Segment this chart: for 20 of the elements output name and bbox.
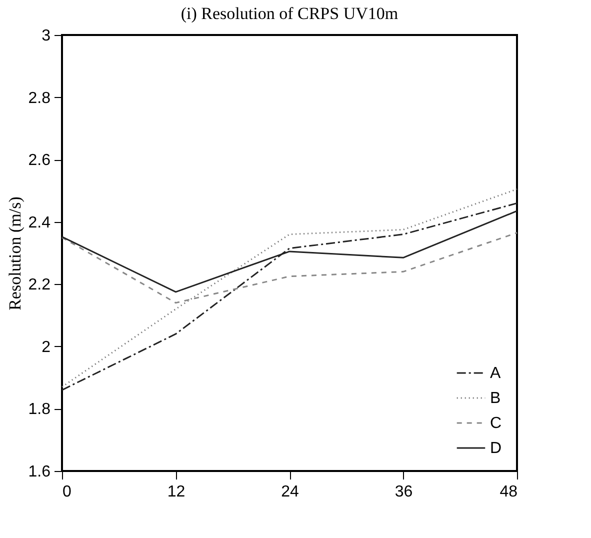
y-axis-title: Resolution (m/s) xyxy=(5,196,24,310)
y-tick-label: 2.6 xyxy=(28,152,51,170)
y-tick-label: 3 xyxy=(42,28,51,44)
legend-label: D xyxy=(490,440,502,457)
line-series xyxy=(61,232,518,304)
chart-title: (i) Resolution of CRPS UV10m xyxy=(180,4,398,23)
y-tick-label: 1.6 xyxy=(28,464,51,480)
y-tick-label: 2.4 xyxy=(28,214,51,232)
legend-label: C xyxy=(490,415,502,432)
y-tick-label: 1.8 xyxy=(28,401,51,418)
x-tick-label: 0 xyxy=(62,484,72,500)
legend-label: A xyxy=(490,365,501,382)
y-tick-label: 2 xyxy=(42,338,51,356)
x-tick-label: 48 xyxy=(500,484,518,500)
y-tick-label: 2.8 xyxy=(28,90,51,107)
legend-label: B xyxy=(490,390,501,407)
y-tick-label: 2.2 xyxy=(28,276,51,294)
x-tick-label: 12 xyxy=(167,484,186,500)
x-tick-label: 36 xyxy=(394,484,413,500)
x-tick-label: 24 xyxy=(281,484,299,500)
